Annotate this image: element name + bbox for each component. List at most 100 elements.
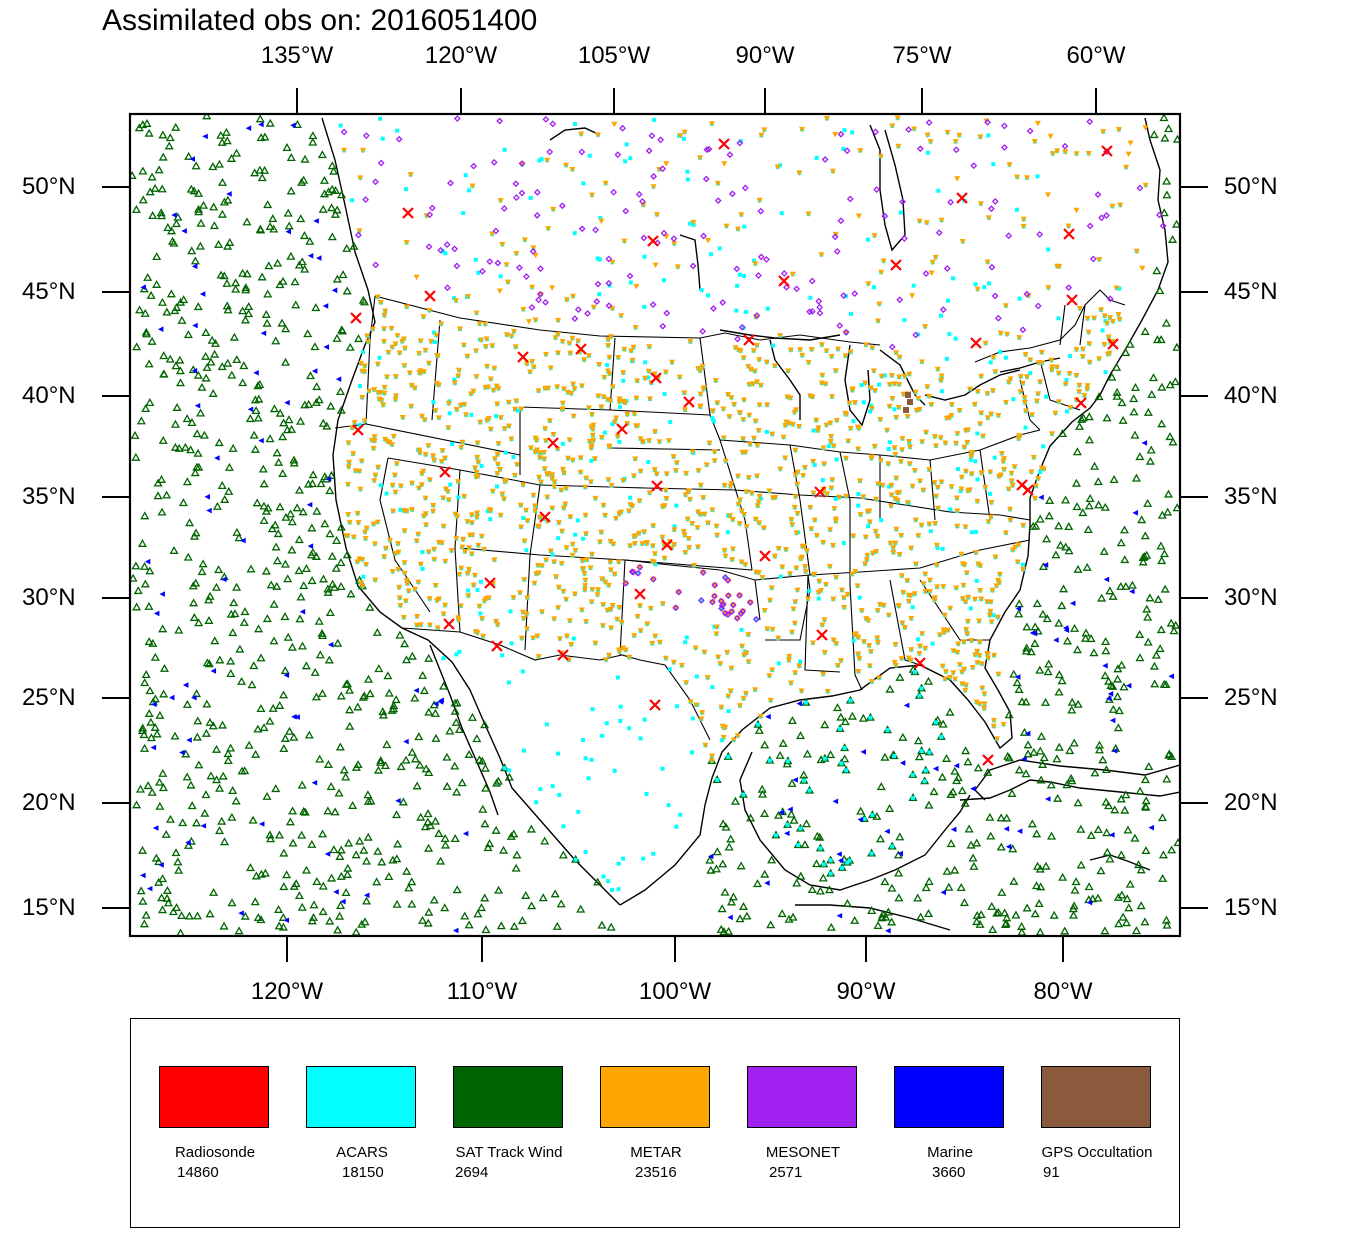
metar-marker bbox=[856, 478, 863, 484]
sat-track-wind-marker bbox=[239, 617, 249, 626]
acars-marker bbox=[617, 405, 622, 410]
metar-marker bbox=[445, 425, 452, 431]
sat-track-wind-marker bbox=[388, 855, 398, 864]
sat-track-wind-marker bbox=[480, 720, 490, 729]
sat-track-wind-marker bbox=[876, 834, 886, 843]
metar-marker bbox=[555, 584, 562, 591]
sat-track-wind-marker bbox=[1093, 477, 1103, 486]
sat-track-wind-marker bbox=[1106, 681, 1116, 689]
metar-marker bbox=[702, 742, 709, 749]
sat-track-wind-marker bbox=[192, 732, 202, 741]
sat-track-wind-marker bbox=[261, 309, 271, 318]
sat-track-wind-marker bbox=[1157, 382, 1167, 391]
metar-marker bbox=[849, 386, 856, 392]
metar-marker bbox=[1008, 478, 1015, 484]
sat-track-wind-marker bbox=[167, 236, 178, 245]
acars-marker bbox=[666, 803, 671, 808]
sat-track-wind-marker bbox=[259, 516, 269, 525]
sat-track-wind-marker bbox=[450, 706, 460, 715]
sat-track-wind-marker bbox=[156, 475, 167, 483]
sat-track-wind-marker bbox=[450, 698, 460, 707]
sat-track-wind-marker bbox=[847, 711, 857, 720]
acars-marker bbox=[930, 641, 935, 646]
sat-track-wind-marker bbox=[1162, 190, 1172, 199]
sat-track-wind-marker bbox=[301, 661, 311, 670]
acars-marker bbox=[690, 716, 695, 721]
metar-marker bbox=[706, 440, 713, 447]
sat-track-wind-marker bbox=[318, 829, 328, 838]
metar-marker bbox=[752, 687, 759, 693]
sat-track-wind-marker bbox=[1113, 664, 1123, 673]
sat-track-wind-marker bbox=[1131, 926, 1141, 935]
metar-marker bbox=[990, 354, 997, 361]
acars-marker bbox=[879, 518, 884, 523]
sat-track-wind-marker bbox=[245, 863, 255, 872]
sat-track-wind-marker bbox=[1152, 266, 1162, 275]
acars-marker bbox=[975, 431, 980, 436]
sat-track-wind-marker bbox=[1072, 447, 1082, 456]
sat-track-wind-marker bbox=[550, 889, 560, 898]
metar-marker bbox=[787, 395, 794, 402]
metar-marker bbox=[613, 415, 620, 421]
metar-marker bbox=[926, 467, 933, 473]
sat-track-wind-marker bbox=[1027, 819, 1037, 828]
metar-marker bbox=[904, 500, 911, 506]
metar-marker bbox=[961, 666, 968, 673]
sat-track-wind-marker bbox=[323, 584, 333, 593]
sat-track-wind-marker bbox=[1007, 788, 1017, 797]
sat-track-wind-marker bbox=[1143, 498, 1153, 507]
sat-track-wind-marker bbox=[1054, 742, 1064, 751]
metar-marker bbox=[895, 404, 902, 411]
sat-track-wind-marker bbox=[268, 703, 278, 712]
acars-marker bbox=[1003, 355, 1008, 360]
sat-track-wind-marker bbox=[359, 845, 369, 854]
acars-marker bbox=[398, 507, 403, 512]
metar-marker bbox=[760, 525, 767, 531]
metar-marker bbox=[981, 701, 988, 707]
sat-track-wind-marker bbox=[826, 750, 836, 759]
metar-marker bbox=[933, 493, 940, 500]
acars-marker bbox=[616, 887, 621, 892]
acars-marker bbox=[467, 188, 472, 193]
acars-marker bbox=[919, 686, 924, 691]
sat-track-wind-marker bbox=[1069, 901, 1079, 910]
acars-marker bbox=[538, 787, 543, 792]
sat-track-wind-marker bbox=[876, 782, 886, 791]
sat-track-wind-marker bbox=[297, 902, 307, 911]
acars-marker bbox=[935, 545, 940, 550]
sat-track-wind-marker bbox=[240, 911, 250, 920]
acars-marker bbox=[1011, 397, 1016, 402]
sat-track-wind-marker bbox=[434, 829, 444, 838]
acars-marker bbox=[556, 536, 561, 541]
acars-marker bbox=[767, 758, 772, 763]
sat-track-wind-marker bbox=[229, 598, 239, 607]
sat-track-wind-marker bbox=[169, 545, 179, 554]
metar-marker bbox=[594, 592, 601, 598]
metar-marker bbox=[1039, 360, 1046, 366]
sat-track-wind-marker bbox=[1121, 581, 1131, 590]
sat-track-wind-marker bbox=[141, 910, 151, 919]
acars-marker bbox=[601, 874, 606, 879]
acars-marker bbox=[638, 736, 643, 741]
sat-track-wind-marker bbox=[1159, 208, 1169, 217]
sat-track-wind-marker bbox=[150, 694, 160, 703]
metar-marker bbox=[958, 486, 965, 493]
sat-track-wind-marker bbox=[145, 686, 155, 695]
right-lat-label: 15°N bbox=[1224, 894, 1278, 921]
sat-track-wind-marker bbox=[154, 877, 164, 886]
metar-marker bbox=[440, 611, 447, 617]
sat-track-wind-marker bbox=[312, 382, 322, 391]
metar-marker bbox=[625, 508, 632, 515]
sat-track-wind-marker bbox=[187, 246, 197, 255]
sat-track-wind-marker bbox=[1127, 580, 1137, 589]
metar-marker bbox=[458, 565, 465, 572]
sat-track-wind-marker bbox=[133, 586, 143, 595]
sat-track-wind-markers bbox=[130, 114, 1180, 936]
acars-marker bbox=[652, 117, 657, 122]
metar-marker bbox=[403, 304, 410, 310]
sat-track-wind-marker bbox=[289, 455, 299, 464]
sat-track-wind-marker bbox=[130, 430, 140, 439]
metar-marker bbox=[792, 472, 799, 479]
sat-track-wind-marker bbox=[286, 509, 296, 518]
acars-marker bbox=[456, 495, 461, 500]
